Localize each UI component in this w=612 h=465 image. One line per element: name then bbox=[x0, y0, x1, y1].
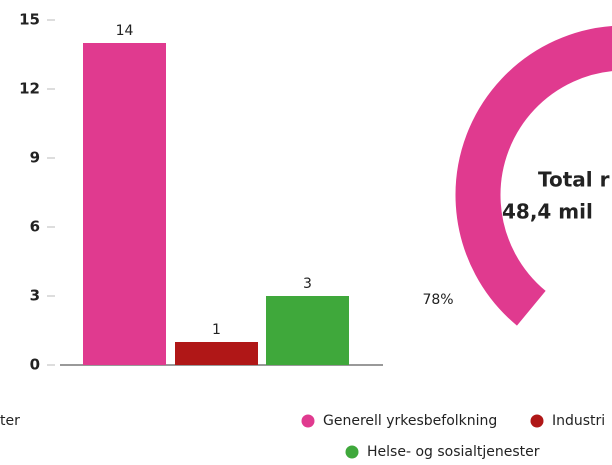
center-text: Total r bbox=[538, 168, 610, 192]
y-tick-label: 9 bbox=[30, 149, 40, 167]
legend-label: ter bbox=[0, 413, 20, 429]
value-label: 1 bbox=[212, 322, 221, 338]
value-label: 78% bbox=[422, 292, 453, 308]
value-label: 14 bbox=[116, 23, 134, 39]
y-tick-label: 12 bbox=[19, 80, 40, 98]
y-tick-label: 3 bbox=[30, 287, 40, 305]
value-label: 3 bbox=[303, 276, 312, 292]
legend-swatch bbox=[345, 445, 359, 459]
bar bbox=[175, 342, 258, 365]
legend-swatch bbox=[530, 414, 544, 428]
y-tick-label: 6 bbox=[30, 218, 40, 236]
legend-label: Generell yrkesbefolkning bbox=[323, 413, 497, 429]
bar bbox=[266, 296, 349, 365]
y-tick-label: 0 bbox=[30, 356, 40, 374]
bar bbox=[83, 43, 166, 365]
y-tick-label: 15 bbox=[19, 11, 40, 29]
donut-segment bbox=[455, 26, 612, 326]
legend-swatch bbox=[301, 414, 315, 428]
legend-label: Industri bbox=[552, 413, 605, 429]
legend-label: Helse- og sosialtjenester bbox=[367, 444, 540, 460]
center-text: 48,4 mil bbox=[502, 200, 593, 224]
